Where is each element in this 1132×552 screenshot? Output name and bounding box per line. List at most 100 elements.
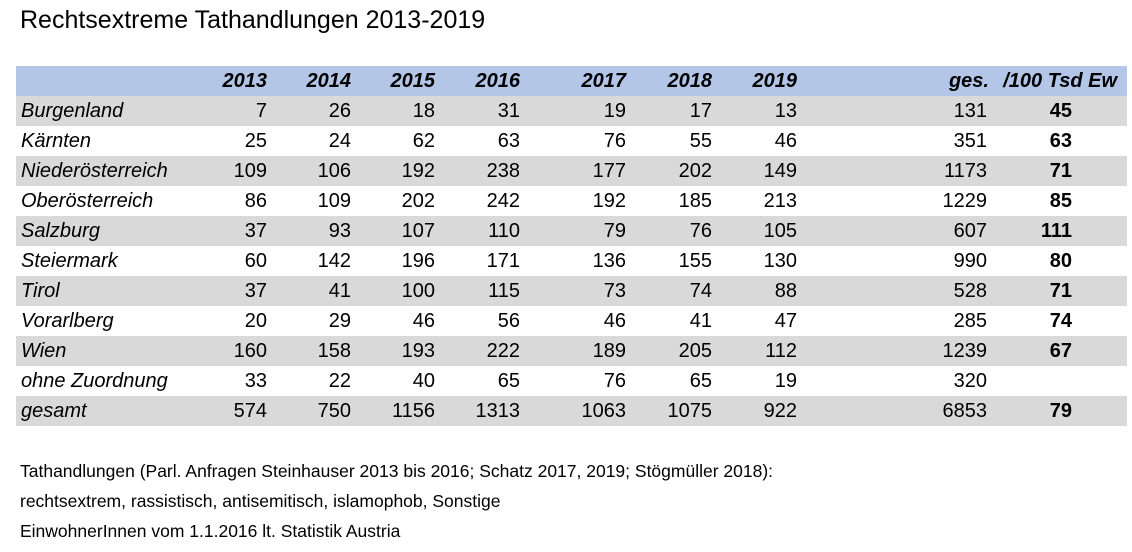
page-title: Rechtsextreme Tathandlungen 2013-2019 (20, 6, 486, 34)
value-cell: 24 (328, 130, 351, 152)
header-cell: ges. (948, 70, 989, 92)
footnotes: Tathandlungen (Parl. Anfragen Steinhause… (20, 456, 773, 546)
value-cell: 46 (412, 310, 435, 332)
table-row: Steiermark 60 142 196 171 136 155 130 990 80 (16, 246, 1127, 276)
per-capita-cell: 111 (1040, 220, 1072, 242)
value-cell: 750 (317, 400, 351, 422)
value-cell: 20 (244, 310, 267, 332)
header-cell: /100 Tsd Ew (1003, 70, 1117, 92)
value-cell: 65 (497, 370, 520, 392)
value-cell: 1075 (667, 400, 713, 422)
value-cell: 155 (678, 250, 712, 272)
value-cell: 109 (233, 160, 267, 182)
value-cell: 185 (678, 190, 712, 212)
value-cell: 177 (592, 160, 626, 182)
value-cell: 158 (317, 340, 351, 362)
row-label: Kärnten (21, 130, 92, 152)
total-cell: 990 (953, 250, 987, 272)
value-cell: 574 (233, 400, 267, 422)
value-cell: 242 (486, 190, 520, 212)
header-cell: 2016 (475, 70, 521, 92)
value-cell: 25 (244, 130, 267, 152)
value-cell: 130 (763, 250, 797, 272)
value-cell: 76 (603, 130, 626, 152)
row-label: gesamt (21, 400, 87, 422)
value-cell: 1313 (475, 400, 521, 422)
value-cell: 192 (592, 190, 626, 212)
value-cell: 46 (774, 130, 797, 152)
value-cell: 73 (603, 280, 626, 302)
table-row: Oberösterreich 86 109 202 242 192 185 213 1229 85 (16, 186, 1127, 216)
value-cell: 112 (765, 340, 797, 362)
value-cell: 109 (317, 190, 351, 212)
value-cell: 37 (244, 280, 267, 302)
row-label: Salzburg (21, 220, 100, 242)
value-cell: 171 (486, 250, 520, 272)
value-cell: 1156 (391, 400, 435, 422)
value-cell: 40 (412, 370, 435, 392)
value-cell: 18 (412, 100, 435, 122)
value-cell: 222 (486, 340, 520, 362)
value-cell: 136 (592, 250, 626, 272)
value-cell: 19 (774, 370, 797, 392)
value-cell: 142 (317, 250, 351, 272)
header-cell: 2013 (222, 70, 268, 92)
value-cell: 106 (317, 160, 351, 182)
value-cell: 110 (488, 220, 520, 242)
value-cell: 1063 (581, 400, 627, 422)
value-cell: 46 (603, 310, 626, 332)
total-cell: 1229 (942, 190, 988, 212)
per-capita-cell: 79 (1049, 400, 1072, 422)
value-cell: 60 (244, 250, 267, 272)
table-row: Tirol 37 41 100 115 73 74 88 528 71 (16, 276, 1127, 306)
table-row: gesamt 574 750 1156 1313 1063 1075 922 6853 79 (16, 396, 1127, 426)
table-row: Vorarlberg 20 29 46 56 46 41 47 285 74 (16, 306, 1127, 336)
value-cell: 160 (233, 340, 267, 362)
table-row: Burgenland 7 26 18 31 19 17 13 131 45 (16, 96, 1127, 126)
header-cell: 2019 (752, 70, 798, 92)
value-cell: 107 (401, 220, 435, 242)
value-cell: 88 (774, 280, 797, 302)
header-cell: 2018 (667, 70, 713, 92)
table-row: ohne Zuordnung 33 22 40 65 76 65 19 320 (16, 366, 1127, 396)
value-cell: 37 (244, 220, 267, 242)
per-capita-cell: 45 (1049, 100, 1072, 122)
value-cell: 202 (678, 160, 712, 182)
value-cell: 79 (603, 220, 626, 242)
row-label: Niederösterreich (21, 160, 168, 182)
value-cell: 74 (689, 280, 712, 302)
footnote-line: Tathandlungen (Parl. Anfragen Steinhause… (20, 461, 774, 481)
total-cell: 320 (953, 370, 987, 392)
total-cell: 1173 (943, 160, 987, 182)
value-cell: 193 (401, 340, 435, 362)
row-label: Oberösterreich (21, 190, 154, 212)
value-cell: 29 (328, 310, 351, 332)
value-cell: 149 (763, 160, 797, 182)
value-cell: 41 (328, 280, 351, 302)
value-cell: 7 (255, 100, 267, 122)
value-cell: 196 (401, 250, 435, 272)
data-table: 2013 2014 2015 2016 2017 2018 2019 ges. … (16, 66, 1127, 426)
value-cell: 105 (763, 220, 797, 242)
row-label: Burgenland (21, 100, 124, 122)
header-cell: 2015 (390, 70, 436, 92)
value-cell: 13 (774, 100, 797, 122)
value-cell: 41 (689, 310, 712, 332)
value-cell: 26 (328, 100, 351, 122)
per-capita-cell: 67 (1049, 340, 1072, 362)
value-cell: 65 (689, 370, 712, 392)
row-label: Steiermark (21, 250, 118, 272)
value-cell: 202 (401, 190, 435, 212)
per-capita-cell: 71 (1049, 280, 1072, 302)
value-cell: 115 (488, 280, 520, 302)
value-cell: 19 (603, 100, 626, 122)
header-cell: 2017 (581, 70, 627, 92)
row-label: Wien (21, 340, 67, 362)
total-cell: 1239 (942, 340, 988, 362)
per-capita-cell: 80 (1049, 250, 1072, 272)
value-cell: 33 (244, 370, 267, 392)
table-row: Wien 160 158 193 222 189 205 112 1239 67 (16, 336, 1127, 366)
total-cell: 607 (953, 220, 987, 242)
footnote-line: rechtsextrem, rassistisch, antisemitisch… (20, 491, 501, 511)
value-cell: 17 (689, 100, 712, 122)
